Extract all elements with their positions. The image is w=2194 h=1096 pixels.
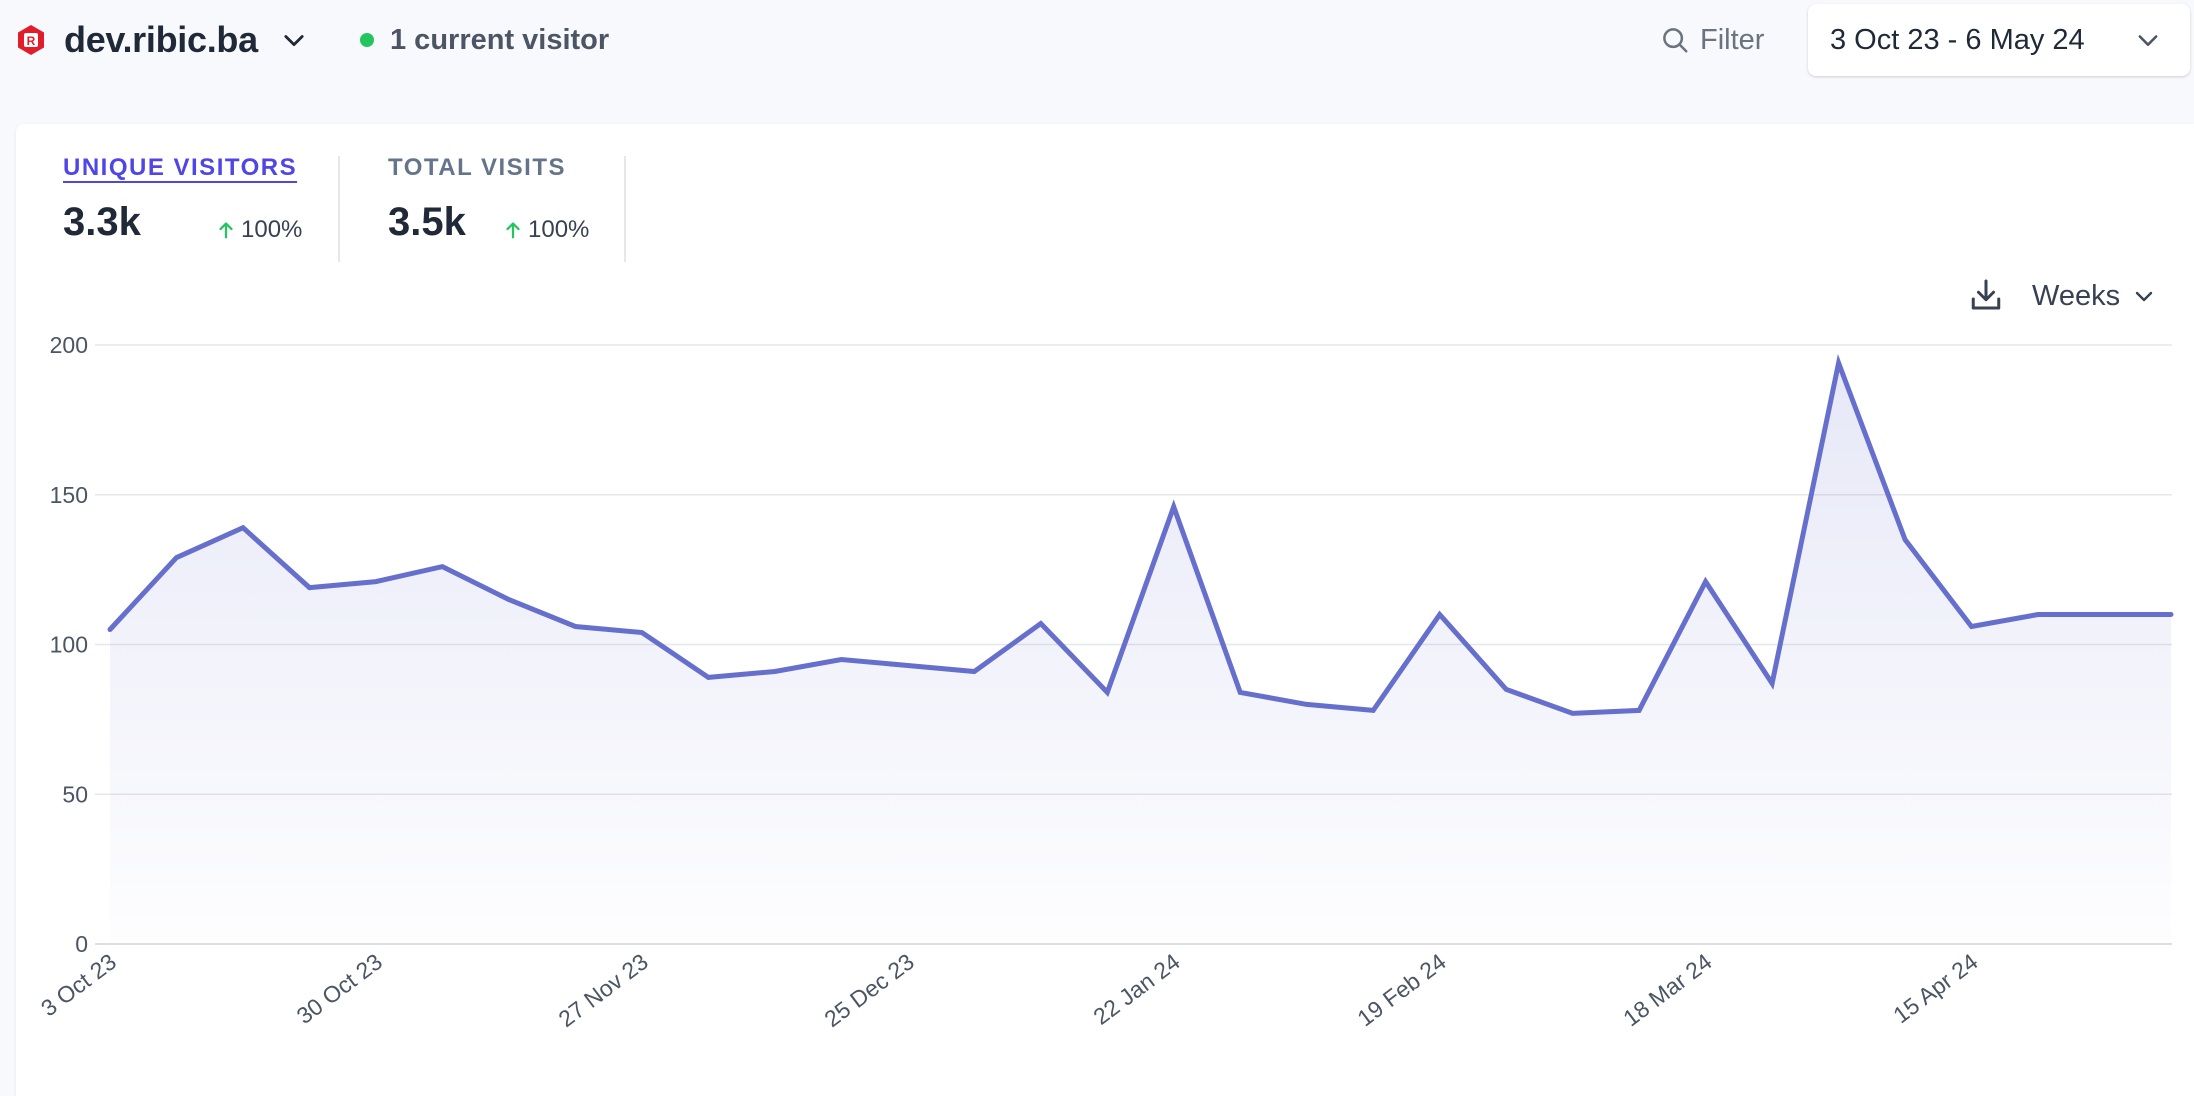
x-tick-label: 19 Feb 24 bbox=[1352, 948, 1451, 1031]
chevron-down-icon bbox=[280, 26, 308, 54]
data-point[interactable] bbox=[765, 661, 785, 681]
data-point[interactable] bbox=[1297, 694, 1317, 714]
current-visitors-text: 1 current visitor bbox=[390, 23, 610, 56]
filter-button[interactable]: Filter bbox=[1660, 14, 1764, 66]
stat-change-value: 100% bbox=[528, 216, 590, 243]
stat-change: 100% bbox=[502, 216, 589, 244]
x-tick-label: 18 Mar 24 bbox=[1618, 948, 1717, 1031]
data-point[interactable] bbox=[964, 661, 984, 681]
top-bar: R dev.ribic.ba 1 current visitor Filter … bbox=[0, 0, 2194, 80]
date-range-picker[interactable]: 3 Oct 23 - 6 May 24 bbox=[1808, 4, 2190, 76]
data-point[interactable] bbox=[1895, 530, 1915, 550]
data-point[interactable] bbox=[1097, 682, 1117, 702]
data-point[interactable] bbox=[1962, 617, 1982, 637]
data-point[interactable] bbox=[299, 578, 319, 598]
x-tick-label: 27 Nov 23 bbox=[553, 948, 652, 1032]
data-point[interactable] bbox=[698, 667, 718, 687]
download-icon bbox=[1971, 279, 2001, 310]
stat-unique-visitors[interactable]: UNIQUE VISITORS 3.3k 100% bbox=[63, 154, 353, 264]
y-tick-label: 50 bbox=[62, 781, 88, 807]
data-point[interactable] bbox=[565, 617, 585, 637]
data-point[interactable] bbox=[100, 620, 120, 640]
download-button[interactable] bbox=[1968, 276, 2004, 316]
stat-value: 3.5k bbox=[388, 200, 466, 244]
stat-label: UNIQUE VISITORS bbox=[63, 154, 298, 181]
data-point[interactable] bbox=[2161, 605, 2181, 625]
chart-area-layer bbox=[110, 363, 2171, 944]
x-axis-ticks: 3 Oct 23 30 Oct 23 27 Nov 23 25 Dec 23 22 Ja… bbox=[36, 948, 1983, 1032]
data-point[interactable] bbox=[1363, 700, 1383, 720]
data-point[interactable] bbox=[1496, 679, 1516, 699]
visitors-line bbox=[107, 354, 2174, 716]
site-domain: dev.ribic.ba bbox=[64, 19, 258, 60]
stat-change-value: 100% bbox=[241, 216, 303, 243]
y-tick-label: 150 bbox=[50, 482, 88, 508]
date-range-text: 3 Oct 23 - 6 May 24 bbox=[1830, 23, 2085, 56]
data-point[interactable] bbox=[1762, 673, 1782, 693]
current-visitors-indicator[interactable]: 1 current visitor bbox=[360, 14, 609, 66]
x-tick-label: 30 Oct 23 bbox=[292, 948, 387, 1029]
stat-label: TOTAL VISITS bbox=[388, 154, 567, 181]
search-icon bbox=[1660, 25, 1690, 55]
visitors-area bbox=[110, 363, 2171, 944]
data-point[interactable] bbox=[898, 655, 918, 675]
y-tick-label: 100 bbox=[50, 632, 88, 658]
data-point[interactable] bbox=[499, 590, 519, 610]
stat-divider bbox=[338, 156, 340, 262]
data-point[interactable] bbox=[1430, 605, 1450, 625]
interval-picker[interactable]: Weeks bbox=[2032, 274, 2156, 318]
data-point[interactable] bbox=[432, 557, 452, 577]
data-point[interactable] bbox=[233, 518, 253, 538]
site-switcher[interactable]: R dev.ribic.ba bbox=[14, 14, 308, 66]
site-logo-letter: R bbox=[27, 34, 36, 48]
arrow-up-icon bbox=[215, 219, 237, 241]
stat-change: 100% bbox=[215, 216, 302, 244]
data-point[interactable] bbox=[1164, 497, 1184, 517]
data-point[interactable] bbox=[1829, 353, 1849, 373]
stat-value: 3.3k bbox=[63, 200, 141, 244]
x-tick-label: 15 Apr 24 bbox=[1888, 948, 1982, 1028]
data-point[interactable] bbox=[166, 548, 186, 568]
data-point[interactable] bbox=[1563, 703, 1583, 723]
data-point[interactable] bbox=[366, 572, 386, 592]
data-point[interactable] bbox=[2095, 605, 2115, 625]
data-point[interactable] bbox=[1031, 614, 1051, 634]
data-point[interactable] bbox=[1696, 572, 1716, 592]
y-tick-label: 0 bbox=[75, 931, 88, 957]
arrow-up-icon bbox=[502, 219, 524, 241]
x-tick-label: 25 Dec 23 bbox=[819, 948, 918, 1032]
data-point[interactable] bbox=[1230, 682, 1250, 702]
site-logo-icon: R bbox=[14, 23, 48, 57]
filter-label: Filter bbox=[1700, 23, 1765, 56]
interval-label: Weeks bbox=[2032, 279, 2121, 312]
data-point[interactable] bbox=[831, 649, 851, 669]
x-tick-label: 3 Oct 23 bbox=[36, 948, 121, 1021]
data-point[interactable] bbox=[1629, 700, 1649, 720]
live-dot-icon bbox=[360, 33, 374, 47]
data-point[interactable] bbox=[632, 623, 652, 643]
x-tick-label: 22 Jan 24 bbox=[1088, 948, 1184, 1030]
chevron-down-icon bbox=[2132, 284, 2156, 308]
chart-line-layer bbox=[100, 353, 2181, 723]
data-point[interactable] bbox=[2028, 605, 2048, 625]
stat-total-visits[interactable]: TOTAL VISITS 3.5k 100% bbox=[388, 154, 628, 264]
stat-divider bbox=[624, 156, 626, 262]
chevron-down-icon bbox=[2134, 26, 2162, 54]
y-tick-label: 200 bbox=[50, 332, 88, 358]
